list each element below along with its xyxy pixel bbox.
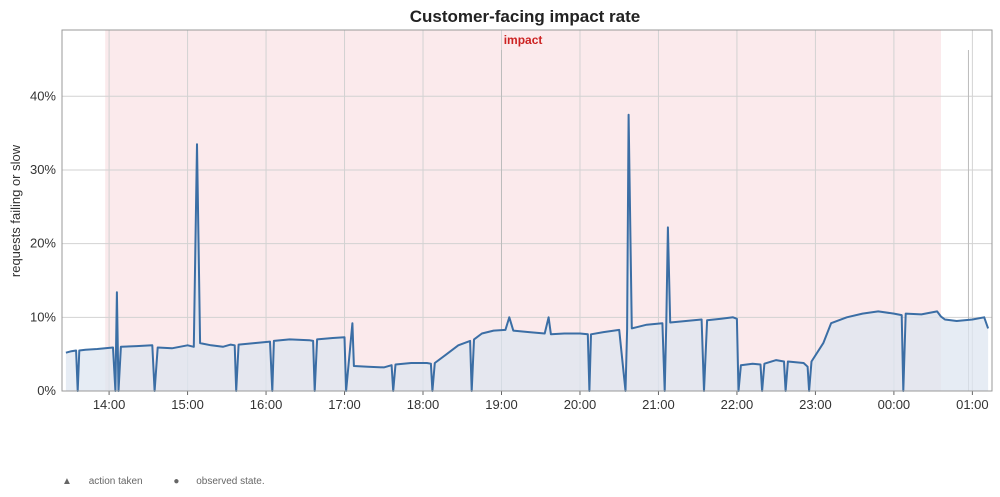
plot-frame — [61, 29, 993, 392]
y-axis-title: requests failing or slow — [8, 144, 23, 277]
legend-observed-state-label: observed state. — [196, 476, 265, 487]
x-tick-label: 00:00 — [878, 397, 911, 412]
x-tick-label: 21:00 — [642, 397, 675, 412]
chart-title: Customer-facing impact rate — [410, 7, 641, 26]
plot-area: 0% 10% 20% 30% 40% 14:00 15:00 16:00 17:00 18:00 1… — [30, 29, 993, 412]
x-tick-label: 18:00 — [407, 397, 440, 412]
x-tick-label: 01:00 — [956, 397, 989, 412]
x-tick-label: 19:00 — [485, 397, 518, 412]
x-tick-label: 20:00 — [564, 397, 597, 412]
y-tick-label: 40% — [30, 88, 56, 103]
x-tick-label: 15:00 — [171, 397, 204, 412]
series-line — [65, 113, 990, 392]
x-tick-label: 14:00 — [93, 397, 126, 412]
y-tick-label: 20% — [30, 236, 56, 251]
legend-footnote: ▲ action taken ● observed state. — [62, 476, 293, 487]
y-tick-label: 30% — [30, 162, 56, 177]
triangle-icon: ▲ — [62, 476, 72, 487]
series-area — [65, 114, 989, 391]
y-tick-label: 0% — [37, 383, 56, 398]
x-tick-label: 16:00 — [250, 397, 283, 412]
legend-item-observed-state: ● observed state. — [173, 476, 278, 487]
x-tick-label: 23:00 — [799, 397, 832, 412]
legend-item-action-taken: ▲ action taken — [62, 476, 159, 487]
x-tick-label: 22:00 — [721, 397, 754, 412]
y-tick-label: 10% — [30, 309, 56, 324]
impact-window-label: impact — [504, 33, 543, 47]
dot-icon: ● — [173, 476, 180, 487]
x-tick-label: 17:00 — [328, 397, 361, 412]
legend-action-taken-label: action taken — [88, 476, 143, 487]
